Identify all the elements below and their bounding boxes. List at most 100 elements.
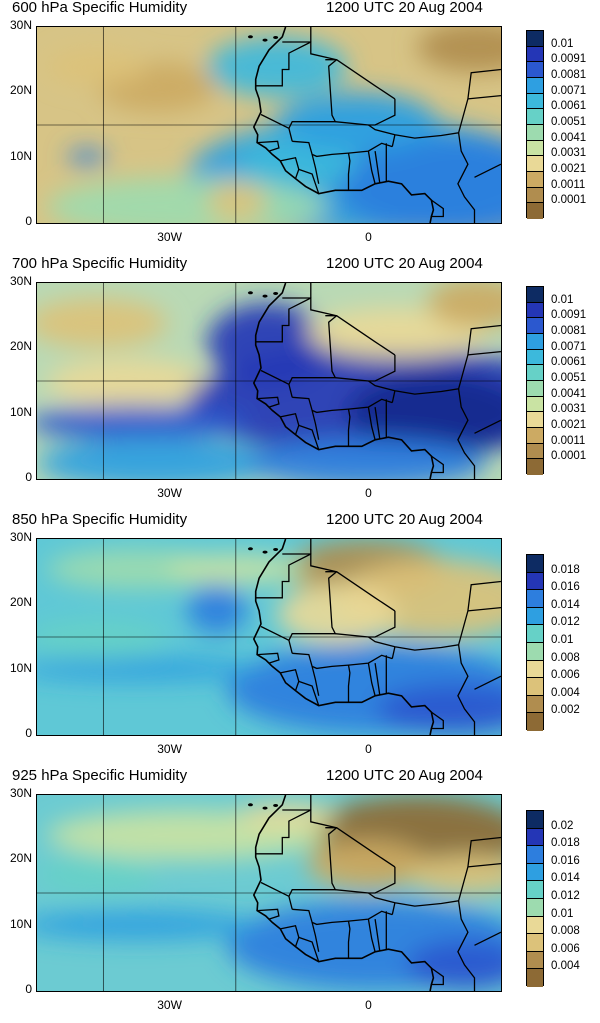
- map-panel-1: 600 hPa Specific Humidity 1200 UTC 20 Aug…: [0, 0, 600, 255]
- humidity-field: [37, 405, 247, 441]
- colorbar-label: 0.018: [551, 837, 580, 850]
- country-border: [260, 113, 293, 142]
- colorbar-label: 0.008: [551, 651, 580, 664]
- y-tick-label: 10N: [9, 148, 32, 163]
- panel-title: 600 hPa Specific Humidity: [12, 0, 188, 16]
- country-border: [298, 168, 320, 194]
- country-border: [288, 827, 338, 897]
- y-tick-label: 20N: [9, 851, 32, 866]
- colorbar-label: 0.01: [551, 37, 574, 50]
- humidity-field: [237, 803, 337, 827]
- colorbar-swatch: [527, 171, 543, 188]
- country-border: [391, 390, 396, 403]
- country-border: [311, 666, 320, 696]
- colorbar-swatch: [527, 187, 543, 204]
- coastline: [252, 539, 435, 735]
- colorbar-label: 0.0041: [551, 131, 587, 144]
- colorbar-swatch: [527, 713, 543, 731]
- island: [262, 806, 268, 810]
- colorbar-label: 0.0081: [551, 69, 587, 81]
- colorbar-swatch: [527, 62, 543, 78]
- humidity-field: [207, 37, 347, 97]
- humidity-field: [47, 49, 147, 85]
- country-border: [280, 924, 300, 947]
- humidity-map: [36, 26, 502, 224]
- colorbar-swatch: [527, 396, 543, 413]
- coastline: [252, 27, 435, 223]
- map-panel-2: 700 hPa Specific Humidity 1200 UTC 20 Aug…: [0, 255, 600, 511]
- y-tick-label: 30N: [9, 786, 32, 800]
- country-border: [374, 663, 381, 695]
- y-tick-label: 20N: [9, 339, 32, 354]
- country-border: [430, 711, 444, 730]
- country-border: [335, 68, 501, 139]
- country-border: [298, 424, 320, 450]
- y-tick-label: 20N: [9, 83, 32, 98]
- humidity-field: [167, 554, 307, 584]
- country-border: [391, 134, 396, 147]
- island: [262, 550, 268, 554]
- colorbar-label: 0.004: [551, 686, 580, 699]
- humidity-field: [277, 584, 397, 644]
- country-border: [368, 610, 396, 638]
- colorbar-swatch: [527, 660, 543, 679]
- x-tick-label: 0: [365, 486, 372, 500]
- panel-title: 925 hPa Specific Humidity: [12, 767, 188, 784]
- country-border: [282, 809, 396, 868]
- panel-time: 1200 UTC 20 Aug 2004: [326, 767, 483, 784]
- x-tick-label: 30W: [157, 486, 182, 500]
- humidity-field: [187, 584, 247, 634]
- island: [273, 547, 279, 551]
- y-tick-label: 20N: [9, 595, 32, 610]
- colorbar-label: 0.004: [551, 960, 580, 973]
- island: [247, 291, 253, 295]
- country-border: [391, 902, 396, 915]
- y-tick-label: 0: [25, 726, 32, 740]
- country-border: [260, 881, 293, 910]
- country-border: [467, 350, 501, 356]
- colorbar-swatch: [527, 811, 543, 829]
- colorbar-swatch: [527, 203, 543, 219]
- colorbar-label: 0.014: [551, 872, 580, 885]
- colorbar-label: 0.0021: [551, 163, 587, 175]
- humidity-field: [37, 619, 167, 659]
- country-border: [282, 41, 396, 100]
- colorbar-swatch: [527, 140, 543, 157]
- humidity-field: [247, 438, 487, 479]
- humidity-field: [207, 182, 267, 222]
- colorbar-label: 0.014: [551, 598, 580, 611]
- coastline: [252, 795, 435, 991]
- colorbar-swatch: [527, 427, 543, 444]
- y-tick-label: 0: [25, 214, 32, 228]
- colorbar-swatch: [527, 333, 543, 350]
- country-border: [474, 931, 501, 946]
- colorbar-swatch: [527, 969, 543, 987]
- colorbar-label: 0.0091: [551, 309, 587, 322]
- country-border: [367, 406, 376, 440]
- colorbar-label: 0.0031: [551, 147, 587, 160]
- country-border: [335, 324, 501, 395]
- colorbar-label: 0.016: [551, 581, 580, 594]
- y-tick-label: 30N: [9, 18, 32, 32]
- island: [273, 291, 279, 295]
- country-border: [368, 98, 396, 126]
- country-border: [257, 140, 280, 152]
- colorbar-swatch: [527, 380, 543, 397]
- humidity-map: [36, 794, 502, 992]
- country-border: [368, 866, 396, 894]
- country-border: [311, 922, 320, 952]
- colorbar: [526, 286, 544, 475]
- humidity-field: [47, 549, 227, 589]
- humidity-field: [207, 303, 327, 383]
- colorbar-swatch: [527, 863, 543, 882]
- country-border: [391, 646, 396, 659]
- humidity-field: [37, 855, 157, 895]
- colorbar-label: 0.008: [551, 925, 580, 938]
- humidity-field: [407, 940, 501, 990]
- colorbar-swatch: [527, 590, 543, 608]
- country-border: [430, 199, 444, 218]
- colorbar-swatch: [527, 318, 543, 334]
- colorbar-swatch: [527, 459, 543, 475]
- country-border: [367, 918, 376, 952]
- colorbar-label: 0.0011: [551, 178, 586, 191]
